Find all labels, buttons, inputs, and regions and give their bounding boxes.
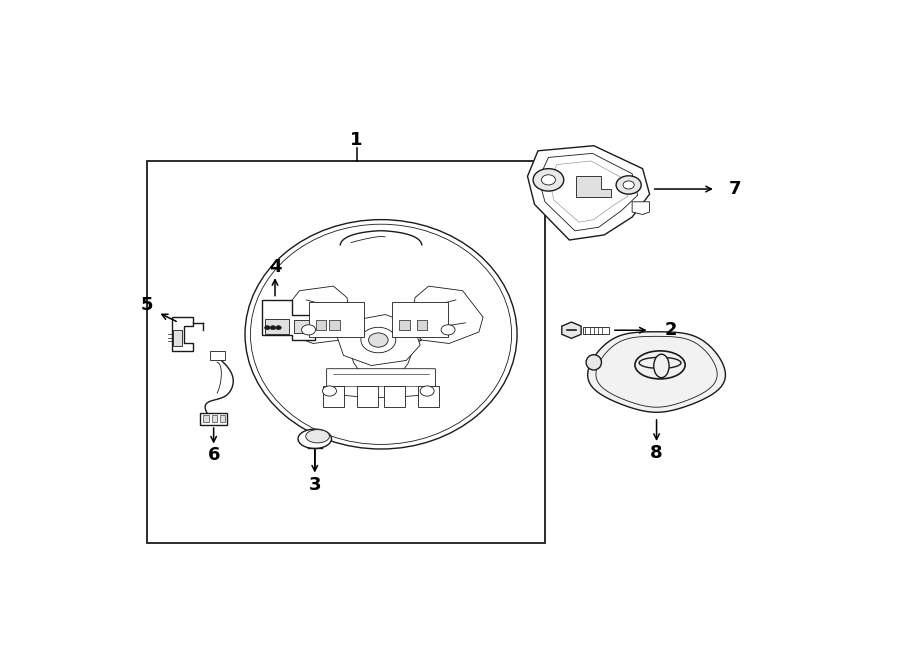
Ellipse shape bbox=[250, 224, 511, 444]
Bar bbox=[418, 386, 439, 406]
Polygon shape bbox=[279, 286, 351, 344]
Polygon shape bbox=[632, 202, 650, 214]
Circle shape bbox=[542, 175, 555, 185]
Polygon shape bbox=[337, 314, 420, 365]
Bar bbox=[210, 351, 226, 359]
Ellipse shape bbox=[639, 357, 681, 369]
Text: 7: 7 bbox=[728, 180, 741, 198]
Text: 5: 5 bbox=[141, 296, 154, 314]
Bar bbox=[417, 320, 428, 330]
Polygon shape bbox=[392, 302, 448, 338]
Circle shape bbox=[616, 176, 641, 194]
Bar bbox=[293, 320, 311, 333]
Bar bbox=[384, 386, 405, 406]
Bar bbox=[400, 320, 410, 330]
Circle shape bbox=[623, 181, 634, 189]
Circle shape bbox=[302, 325, 316, 335]
Bar bbox=[173, 330, 182, 346]
Text: 2: 2 bbox=[664, 321, 677, 339]
Bar bbox=[148, 161, 545, 544]
Ellipse shape bbox=[586, 355, 601, 370]
Circle shape bbox=[369, 333, 388, 347]
Polygon shape bbox=[576, 176, 611, 197]
Polygon shape bbox=[596, 336, 717, 407]
Text: 8: 8 bbox=[650, 444, 663, 462]
Bar bbox=[220, 415, 226, 422]
Bar bbox=[316, 320, 326, 330]
Polygon shape bbox=[172, 318, 193, 351]
Text: 1: 1 bbox=[350, 130, 363, 148]
Ellipse shape bbox=[298, 429, 331, 448]
Circle shape bbox=[441, 325, 455, 335]
Polygon shape bbox=[588, 332, 725, 412]
Circle shape bbox=[533, 169, 563, 191]
Polygon shape bbox=[411, 286, 483, 344]
Polygon shape bbox=[550, 161, 628, 222]
Ellipse shape bbox=[653, 354, 669, 377]
Circle shape bbox=[361, 327, 396, 353]
Polygon shape bbox=[340, 340, 422, 383]
Circle shape bbox=[275, 326, 282, 330]
Polygon shape bbox=[263, 300, 315, 340]
Bar bbox=[582, 326, 609, 334]
Polygon shape bbox=[309, 302, 365, 338]
Circle shape bbox=[420, 386, 434, 396]
Polygon shape bbox=[527, 146, 650, 240]
Bar bbox=[265, 318, 289, 334]
Polygon shape bbox=[562, 322, 581, 338]
Text: 4: 4 bbox=[269, 258, 282, 275]
Ellipse shape bbox=[245, 220, 518, 449]
Text: 6: 6 bbox=[207, 446, 220, 464]
Bar bbox=[203, 415, 209, 422]
Circle shape bbox=[322, 386, 337, 396]
Bar bbox=[323, 386, 344, 406]
Ellipse shape bbox=[306, 430, 329, 443]
Polygon shape bbox=[539, 154, 638, 231]
Polygon shape bbox=[327, 369, 436, 397]
Bar bbox=[357, 386, 378, 406]
Ellipse shape bbox=[634, 351, 685, 379]
Circle shape bbox=[265, 326, 270, 330]
Text: 3: 3 bbox=[309, 476, 321, 494]
Bar bbox=[329, 320, 340, 330]
Circle shape bbox=[270, 326, 275, 330]
Bar bbox=[212, 415, 217, 422]
Bar bbox=[201, 413, 227, 424]
